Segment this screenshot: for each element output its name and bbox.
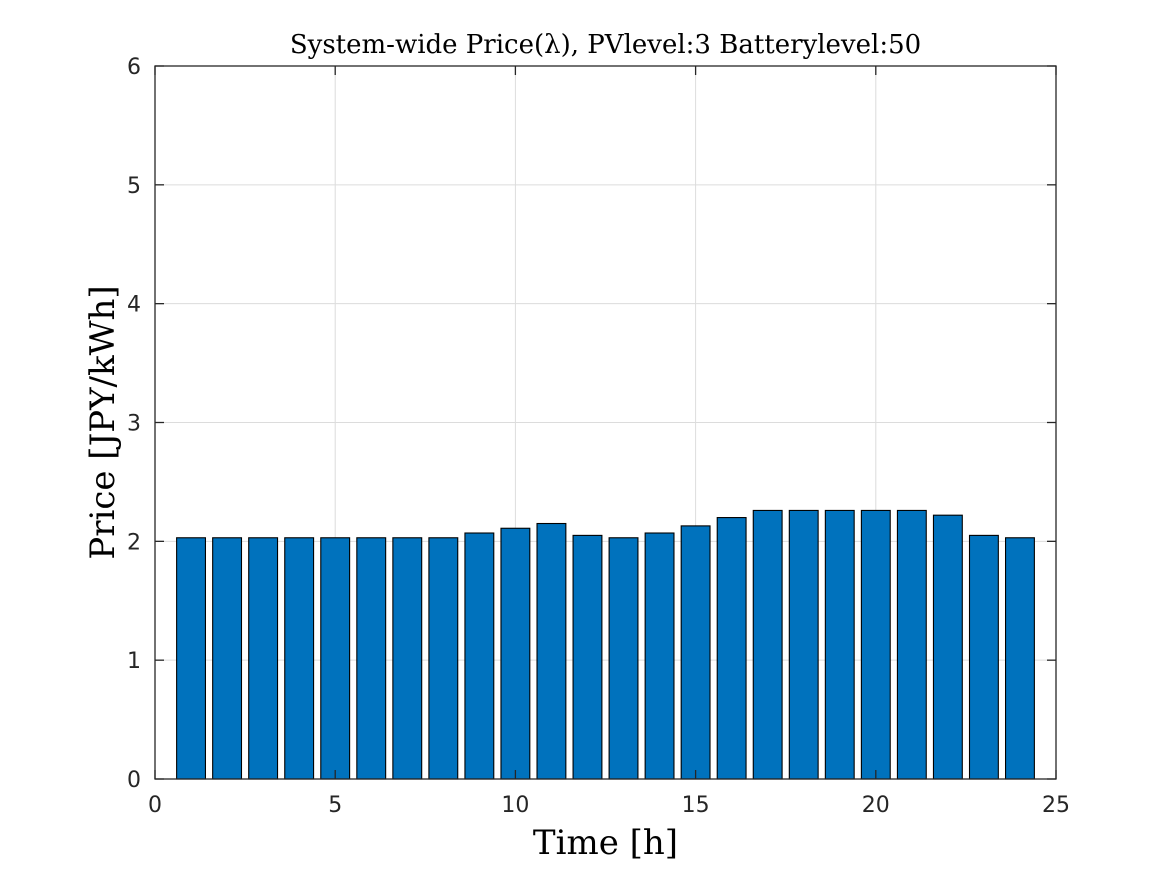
bar <box>500 527 531 780</box>
y-tick-label: 4 <box>127 293 141 318</box>
x-tick-label: 15 <box>682 793 710 818</box>
x-tick-label: 25 <box>1042 793 1070 818</box>
bar <box>428 537 459 780</box>
bar <box>392 537 423 780</box>
x-tick-label: 5 <box>328 793 342 818</box>
bar <box>284 537 315 780</box>
bar <box>860 509 891 780</box>
bar <box>1004 537 1035 780</box>
tick-marks <box>154 65 1057 780</box>
bar <box>464 532 495 780</box>
x-tick-label: 20 <box>862 793 890 818</box>
y-tick-label: 2 <box>127 530 141 555</box>
bar <box>356 537 387 780</box>
bar <box>644 532 675 780</box>
y-tick-label: 3 <box>127 412 141 437</box>
chart-title: System-wide Price(λ), PVlevel:3 Batteryl… <box>290 30 921 60</box>
bar <box>968 534 999 780</box>
x-axis-label: Time [h] <box>533 823 678 863</box>
bar <box>716 517 747 780</box>
bar <box>248 537 279 780</box>
y-tick-label: 6 <box>127 55 141 80</box>
bar <box>788 509 819 780</box>
y-axis-label: Price [JPY/kWh] <box>83 285 123 559</box>
y-tick-label: 0 <box>127 768 141 793</box>
y-tick-label: 5 <box>127 174 141 199</box>
bar <box>896 509 927 780</box>
x-tick-label: 0 <box>148 793 162 818</box>
bar <box>176 537 207 780</box>
bar <box>536 522 567 780</box>
bar <box>320 537 351 780</box>
y-tick-labels: 0 1 2 3 4 5 6 <box>127 55 141 793</box>
x-tick-labels: 0 5 10 15 20 25 <box>148 793 1070 818</box>
bar <box>680 525 711 780</box>
bars <box>176 509 1035 780</box>
bar <box>824 509 855 780</box>
bar <box>572 534 603 780</box>
bar <box>608 537 639 780</box>
bar <box>212 537 243 780</box>
x-tick-label: 10 <box>501 793 529 818</box>
bar <box>752 509 783 780</box>
bar <box>932 514 963 780</box>
y-tick-label: 1 <box>127 649 141 674</box>
